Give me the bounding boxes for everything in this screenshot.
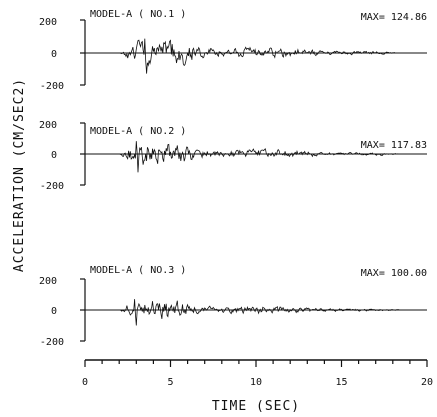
panel-2-ytick-top: 200 <box>39 120 57 131</box>
x-tick-label-5: 5 <box>167 377 173 388</box>
panel-3-series-line <box>85 299 427 325</box>
panel-1-ytick-zero: 0 <box>51 49 57 60</box>
x-tick-label-20: 20 <box>421 377 433 388</box>
y-axis-title: ACCELERATION (CM/SEC2) <box>12 78 27 272</box>
x-axis-title: TIME (SEC) <box>212 399 300 414</box>
panel-2-label: MODEL-A ( NO.2 ) <box>90 126 186 137</box>
panel-1-trace <box>80 20 427 85</box>
x-tick-label-0: 0 <box>82 377 88 388</box>
x-axis-ticks <box>85 360 427 367</box>
panel-2-ytick-bottom: -200 <box>40 181 64 192</box>
panel-2-ytick-zero: 0 <box>51 150 57 161</box>
x-tick-label-15: 15 <box>335 377 347 388</box>
panel-3-trace <box>80 279 427 341</box>
x-tick-label-10: 10 <box>250 377 262 388</box>
panel-1-series-line <box>85 39 427 74</box>
panel-2-max-label: MAX= 117.83 <box>361 140 427 151</box>
panel-3: MODEL-A ( NO.3 ) MAX= 100.00 200 0 -200 <box>39 265 427 348</box>
x-axis: 0 5 10 15 20 TIME (SEC) <box>82 360 433 414</box>
panel-1-ytick-top: 200 <box>39 17 57 28</box>
panel-3-max-label: MAX= 100.00 <box>361 268 427 279</box>
panel-3-ytick-zero: 0 <box>51 306 57 317</box>
panel-1-ytick-bottom: -200 <box>40 81 64 92</box>
panel-1: MODEL-A ( NO.1 ) MAX= 124.86 200 0 -200 <box>39 9 427 92</box>
panel-1-max-label: MAX= 124.86 <box>361 12 427 23</box>
panel-3-ytick-bottom: -200 <box>40 337 64 348</box>
panel-3-label: MODEL-A ( NO.3 ) <box>90 265 186 276</box>
panel-2: MODEL-A ( NO.2 ) MAX= 117.83 200 0 -200 <box>39 120 427 192</box>
panel-3-ytick-top: 200 <box>39 276 57 287</box>
panel-1-label: MODEL-A ( NO.1 ) <box>90 9 186 20</box>
